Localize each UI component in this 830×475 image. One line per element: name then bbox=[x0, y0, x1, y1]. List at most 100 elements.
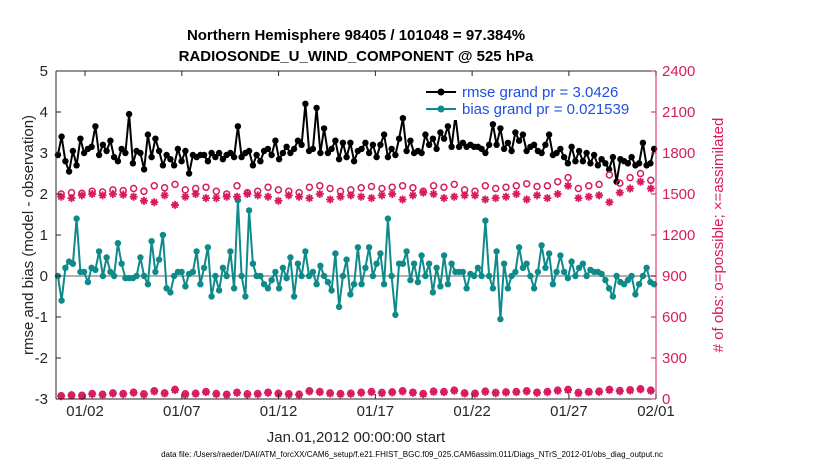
assimilated-point bbox=[595, 191, 604, 200]
bias-point bbox=[283, 274, 290, 282]
rmse-point bbox=[332, 137, 339, 144]
y-left-tick-label: -2 bbox=[35, 350, 48, 367]
rmse-point bbox=[489, 121, 497, 128]
bias-point bbox=[92, 266, 99, 274]
assimilated-low-point bbox=[646, 386, 655, 395]
bias-point bbox=[58, 297, 65, 304]
bias-point bbox=[384, 215, 392, 222]
assimilated-low-point bbox=[284, 390, 293, 399]
bias-point bbox=[414, 278, 422, 286]
bias-point bbox=[159, 231, 167, 239]
rmse-point bbox=[155, 147, 163, 155]
assimilated-point bbox=[512, 190, 521, 198]
assimilated-point bbox=[419, 188, 428, 197]
rmse-point bbox=[204, 158, 212, 165]
rmse-point bbox=[298, 141, 305, 148]
bias-point bbox=[504, 285, 512, 292]
assimilated-point bbox=[98, 191, 107, 200]
assimilated-series bbox=[57, 177, 655, 209]
possible-point bbox=[512, 182, 521, 190]
bias-point bbox=[264, 285, 272, 292]
assimilated-point bbox=[295, 192, 304, 201]
bias-point bbox=[155, 256, 163, 263]
bias-point bbox=[80, 268, 88, 276]
assimilated-point bbox=[357, 192, 366, 201]
bias-point bbox=[272, 268, 279, 276]
rmse-point bbox=[230, 153, 238, 161]
assimilated-low-point bbox=[243, 390, 252, 399]
bias-point bbox=[553, 268, 560, 276]
rmse-point bbox=[178, 158, 185, 165]
rmse-point bbox=[485, 141, 493, 148]
possible-point bbox=[543, 182, 552, 190]
assimilated-point bbox=[626, 184, 635, 193]
assimilated-low-point bbox=[346, 389, 355, 398]
bias-point bbox=[579, 260, 587, 267]
bias-point bbox=[365, 244, 373, 251]
rmse-point bbox=[358, 145, 365, 153]
rmse-point bbox=[167, 156, 174, 163]
bias-point bbox=[219, 264, 227, 271]
assimilated-point bbox=[491, 194, 500, 203]
possible-point bbox=[202, 183, 210, 191]
bias-point bbox=[73, 215, 80, 222]
x-tick-label: 01/07 bbox=[163, 403, 201, 420]
bias-series bbox=[54, 197, 658, 323]
rmse-point bbox=[227, 149, 234, 157]
assimilated-low-point bbox=[636, 385, 645, 394]
y-right-tick-label: 300 bbox=[662, 350, 687, 367]
rmse-point bbox=[384, 153, 392, 161]
assimilated-point bbox=[181, 192, 190, 201]
bias-point bbox=[497, 315, 504, 323]
bias-point bbox=[227, 248, 234, 255]
assimilated-low-point bbox=[512, 388, 521, 397]
rmse-point bbox=[380, 131, 388, 138]
rmse-point bbox=[605, 166, 613, 173]
bias-point bbox=[632, 291, 639, 298]
possible-point bbox=[409, 184, 417, 192]
possible-point bbox=[647, 176, 655, 185]
bias-point bbox=[512, 268, 519, 276]
rmse-point bbox=[399, 115, 407, 122]
assimilated-point bbox=[574, 194, 583, 203]
assimilated-low-point bbox=[305, 387, 314, 396]
rmse-point bbox=[557, 145, 564, 153]
y-right-tick-label: 600 bbox=[662, 309, 687, 326]
bias-point bbox=[437, 283, 444, 290]
bias-point bbox=[478, 272, 485, 280]
y-left-tick-label: 3 bbox=[40, 145, 48, 162]
y-right-tick-label: 900 bbox=[662, 268, 687, 285]
assimilated-low-point bbox=[326, 389, 335, 398]
possible-point bbox=[595, 180, 603, 189]
assimilated-low-point bbox=[181, 390, 190, 399]
bias-point bbox=[564, 274, 572, 282]
possible-point bbox=[264, 183, 272, 191]
bias-point bbox=[598, 270, 605, 278]
rmse-point bbox=[249, 162, 257, 169]
assimilated-low-point bbox=[605, 386, 614, 395]
possible-point bbox=[440, 183, 448, 191]
rmse-point bbox=[159, 162, 167, 169]
bias-point bbox=[69, 260, 77, 267]
bias-point bbox=[440, 252, 448, 259]
assimilated-point bbox=[326, 195, 335, 204]
rmse-point bbox=[212, 153, 219, 161]
possible-point bbox=[585, 182, 593, 190]
bias-point bbox=[133, 272, 140, 280]
assimilated-low-point bbox=[543, 388, 552, 397]
assimilated-point bbox=[212, 194, 221, 203]
rmse-point bbox=[500, 145, 508, 153]
bias-point bbox=[290, 293, 298, 300]
assimilated-low-point bbox=[367, 388, 376, 397]
rmse-point bbox=[478, 145, 485, 153]
rmse-point bbox=[309, 145, 317, 153]
rmse-point bbox=[395, 135, 403, 142]
axes-layer: -3 -2 -1 0 1 2 3 4 5 0 300 600 900 1200 1500 1800 2100 24… bbox=[35, 63, 696, 420]
assimilated-low-point bbox=[160, 389, 169, 398]
bias-point bbox=[568, 258, 575, 265]
bias-point bbox=[287, 254, 294, 261]
assimilated-low-point bbox=[584, 388, 593, 397]
assimilated-point bbox=[584, 192, 593, 201]
